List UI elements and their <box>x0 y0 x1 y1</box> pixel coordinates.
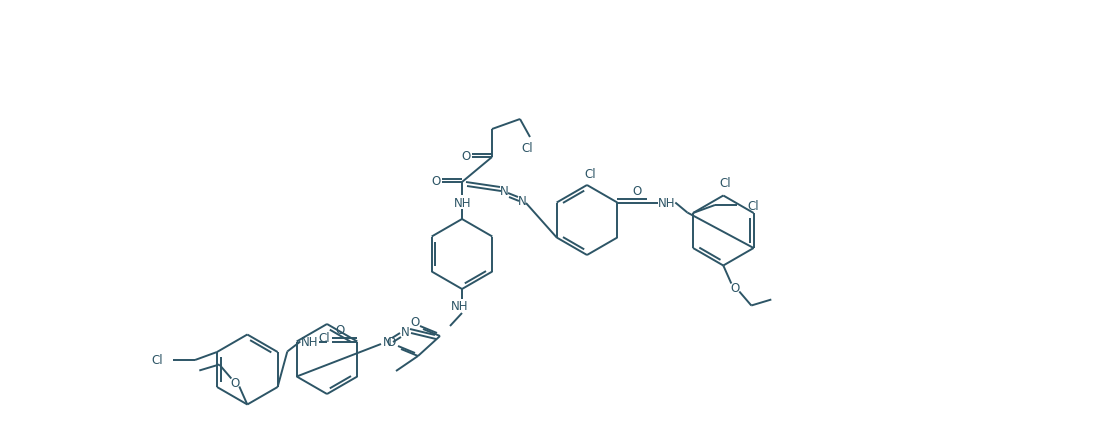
Text: NH: NH <box>657 197 675 209</box>
Text: NH: NH <box>451 300 468 313</box>
Text: N: N <box>499 184 508 197</box>
Text: NH: NH <box>454 196 472 209</box>
Text: O: O <box>633 184 642 197</box>
Text: Cl: Cl <box>720 177 731 190</box>
Text: Cl: Cl <box>585 167 596 180</box>
Text: O: O <box>462 149 471 162</box>
Text: O: O <box>230 376 240 389</box>
Text: Cl: Cl <box>318 331 330 344</box>
Text: O: O <box>431 174 441 187</box>
Text: Cl: Cl <box>521 141 533 154</box>
Text: NH: NH <box>301 335 318 348</box>
Text: O: O <box>386 336 396 349</box>
Text: Cl: Cl <box>747 199 759 212</box>
Text: Cl: Cl <box>151 354 163 367</box>
Text: N: N <box>518 194 527 207</box>
Text: O: O <box>731 281 740 294</box>
Text: O: O <box>410 316 420 329</box>
Text: N: N <box>383 335 392 348</box>
Text: O: O <box>336 323 344 336</box>
Text: N: N <box>400 325 409 338</box>
